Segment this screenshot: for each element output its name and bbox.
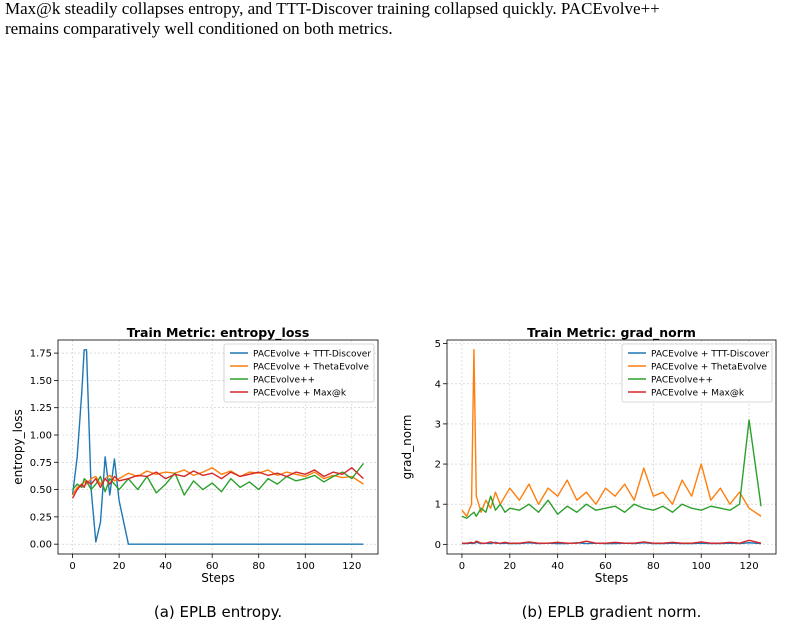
x-tick-label: 0 (69, 561, 75, 572)
x-tick-label: 80 (252, 561, 265, 572)
y-axis-label: entropy_loss (11, 409, 25, 485)
series-line (461, 539, 762, 544)
caption: (a) EPLB entropy. (154, 603, 282, 621)
y-tick-label: 5 (435, 339, 441, 350)
y-tick-label: 1.25 (30, 403, 52, 414)
y-tick-label: 1.50 (30, 376, 52, 387)
legend-label: PACEvolve++ (253, 375, 315, 385)
legend: PACEvolve + TTT-Discover PACEvolve + Thet… (223, 343, 375, 403)
legend-label: PACEvolve + ThetaEvolve (253, 362, 369, 372)
y-tick-label: 0.00 (30, 540, 52, 551)
x-tick-label: 100 (296, 561, 315, 572)
chart: 0 1 2 3 4 5 0 20 40 60 80 100 120 Train Metric: grad_… (400, 325, 777, 621)
x-axis-label: Steps (595, 571, 629, 585)
x-tick-label: 40 (551, 561, 564, 572)
plot-frame (57, 339, 379, 555)
legend-frame (223, 343, 375, 403)
caption: (b) EPLB gradient norm. (522, 603, 702, 621)
y-tick-label: 1.00 (30, 430, 52, 441)
y-tick-label: 4 (435, 379, 441, 390)
series-line (461, 419, 762, 519)
x-tick-label: 100 (692, 561, 711, 572)
y-tick-label: 2 (435, 460, 441, 471)
x-axis-label: Steps (201, 571, 235, 585)
x-tick-label: 80 (647, 561, 660, 572)
paragraph-line: remains comparatively well conditioned o… (5, 19, 393, 38)
x-tick-label: 120 (342, 561, 361, 572)
y-tick-label: 0.50 (30, 485, 52, 496)
plot-frame (446, 339, 777, 555)
x-tick-label: 40 (159, 561, 172, 572)
y-tick-label: 3 (435, 419, 441, 430)
legend-label: PACEvolve + ThetaEvolve (651, 362, 767, 372)
y-tick-label: 0.75 (30, 458, 52, 469)
paragraph-line: Max@k steadily collapses entropy, and TT… (5, 0, 660, 18)
legend-label: PACEvolve + TTT-Discover (651, 349, 769, 359)
series-line (461, 348, 762, 517)
legend-label: PACEvolve + TTT-Discover (253, 349, 371, 359)
series-line (71, 467, 364, 499)
x-tick-label: 20 (113, 561, 126, 572)
x-tick-label: 60 (599, 561, 612, 572)
y-tick-label: 1.75 (30, 349, 52, 360)
chart-title: Train Metric: grad_norm (527, 325, 696, 341)
y-tick-label: 1 (435, 500, 441, 511)
x-tick-label: 20 (503, 561, 516, 572)
y-axis-label: grad_norm (400, 415, 414, 480)
x-tick-label: 120 (740, 561, 759, 572)
series-line (71, 467, 364, 496)
chart-title: Train Metric: entropy_loss (127, 325, 310, 341)
legend: PACEvolve + TTT-Discover PACEvolve + Thet… (621, 343, 773, 403)
x-tick-label: 0 (459, 561, 465, 572)
chart: 0.00 0.25 0.50 0.75 1.00 1.25 1.50 1.75 0 20 40 60 8… (11, 325, 379, 621)
legend-frame (621, 343, 773, 403)
legend-label: PACEvolve++ (651, 375, 713, 385)
x-tick-label: 60 (206, 561, 219, 572)
y-tick-label: 0 (435, 540, 441, 551)
legend-label: PACEvolve + Max@k (253, 388, 347, 398)
y-tick-label: 0.25 (30, 512, 52, 523)
series-line (71, 349, 364, 545)
legend-label: PACEvolve + Max@k (651, 388, 745, 398)
series-line (72, 462, 365, 496)
